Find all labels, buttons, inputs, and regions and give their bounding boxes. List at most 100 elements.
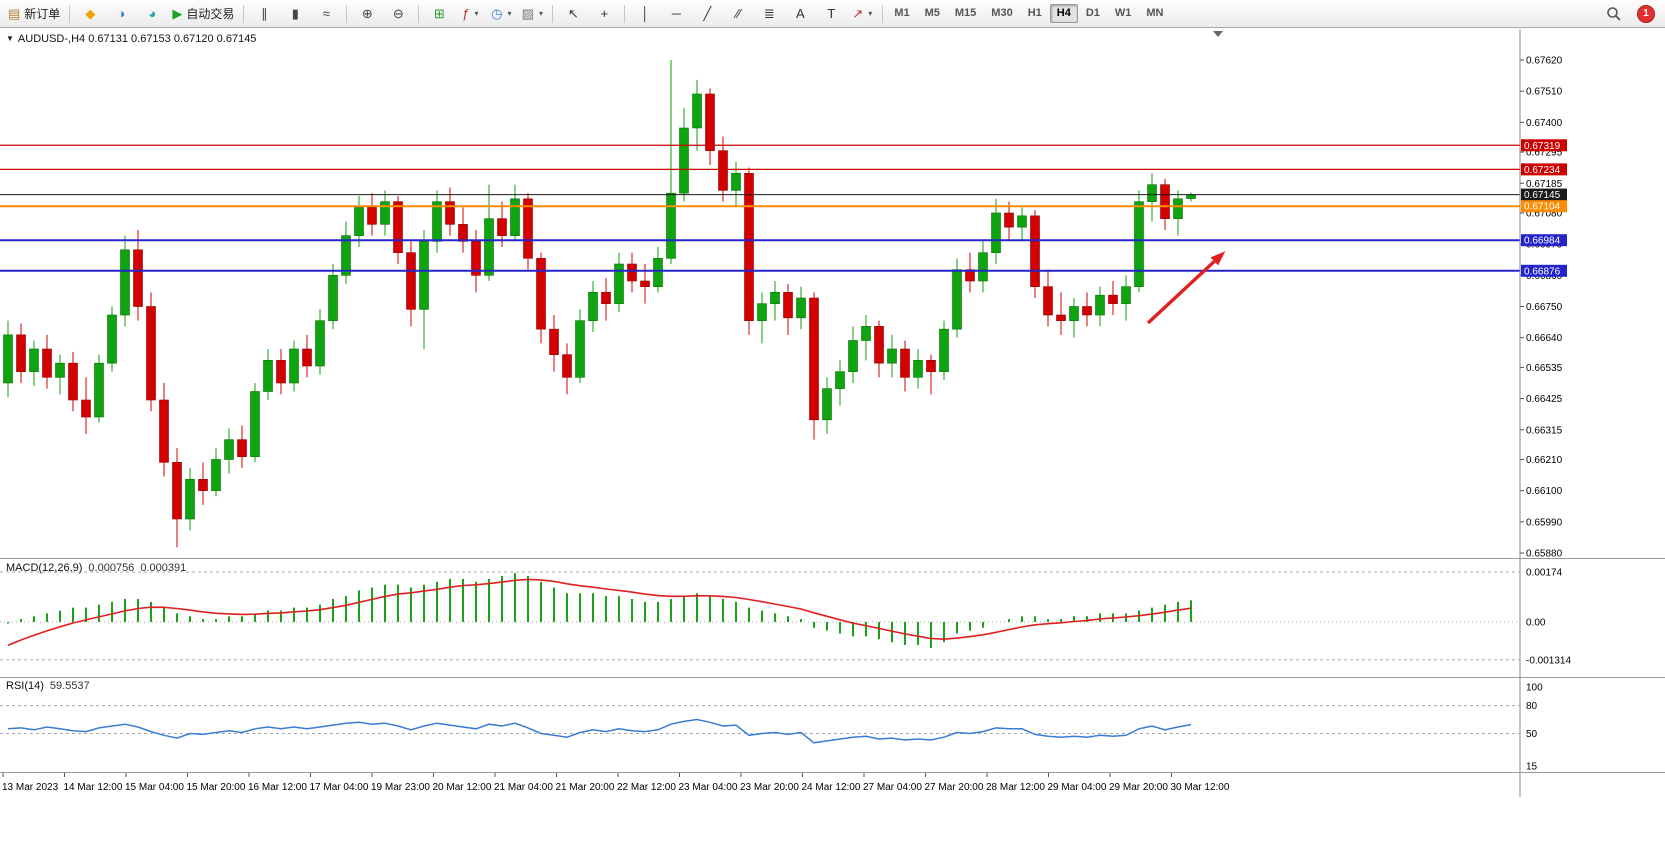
- zoom-out-icon: ⊖: [392, 6, 404, 21]
- vertical-line-icon: │: [641, 6, 650, 21]
- time-axis-label: 19 Mar 23:00: [371, 782, 430, 793]
- bar-chart-button[interactable]: ∥: [249, 2, 279, 26]
- timeframe-button-group: M1 M5 M15 M30 H1 H4 D1 W1 MN: [887, 4, 1170, 23]
- autotrade-button[interactable]: ▶ 自动交易: [168, 2, 238, 26]
- timeframe-mn-button[interactable]: MN: [1146, 7, 1164, 19]
- time-axis-label: 29 Mar 04:00: [1048, 782, 1107, 793]
- caret-down-icon: ▾: [507, 9, 512, 18]
- timeframe-m1-button[interactable]: M1: [894, 7, 910, 19]
- caret-down-icon: ▾: [868, 9, 873, 18]
- zoom-out-button[interactable]: ⊖: [383, 2, 413, 26]
- new-chart-icon: ◑: [117, 6, 126, 21]
- rsi-value: 59.5537: [49, 680, 90, 692]
- chart-title: ▼ AUDUSD-,H4 0.67131 0.67153 0.67120 0.67…: [6, 33, 256, 45]
- rsi-name: RSI(14): [6, 680, 44, 692]
- price-axis-label: 0.65880: [1526, 549, 1563, 560]
- time-axis-label: 27 Mar 04:00: [863, 782, 922, 793]
- indicators-button[interactable]: ƒ ▾: [455, 2, 485, 26]
- collapse-triangle-icon[interactable]: ▼: [6, 34, 14, 43]
- search-button[interactable]: [1599, 2, 1629, 26]
- price-axis-label: 0.67295: [1526, 148, 1563, 159]
- rsi-axis-label: 50: [1526, 729, 1538, 740]
- line-chart-button[interactable]: ≈: [311, 2, 341, 26]
- tile-windows-button[interactable]: ⊞: [424, 2, 454, 26]
- price-axis-label: 0.66425: [1526, 394, 1563, 405]
- candlestick-chart-button[interactable]: ▮: [280, 2, 310, 26]
- bid-price-line-tag: [1521, 188, 1567, 201]
- price-axis[interactable]: 0.67620 0.67510 0.67400 0.67295 0.67185 0.670…: [1519, 29, 1567, 797]
- price-axis-label: 0.67510: [1526, 87, 1563, 98]
- profiles-button[interactable]: ◕: [137, 2, 167, 26]
- timeframe-w1-button[interactable]: W1: [1114, 7, 1132, 19]
- time-axis-label: 30 Mar 12:00: [1171, 782, 1230, 793]
- rsi-line: [7, 718, 1192, 744]
- macd-axis-label: 0.00: [1526, 618, 1546, 629]
- main-chart-panel[interactable]: [0, 31, 1520, 548]
- timeframe-h4-button[interactable]: H4: [1049, 4, 1078, 23]
- resistance-line-2-tag: [1521, 163, 1567, 176]
- new-order-icon: ▤: [8, 6, 21, 21]
- fibonacci-icon: ≣: [763, 6, 775, 21]
- toolbar-separator: [882, 4, 884, 23]
- text-button[interactable]: A: [785, 2, 815, 26]
- time-axis-label: 15 Mar 04:00: [125, 782, 184, 793]
- macd-signal-value: 0.000391: [140, 562, 187, 574]
- symbols-button[interactable]: ◆: [75, 2, 105, 26]
- macd-label: MACD(12,26,9) 0.000756 0.000391: [6, 562, 186, 574]
- price-axis-label: 0.66210: [1526, 455, 1563, 466]
- vertical-line-button[interactable]: │: [630, 2, 660, 26]
- arrows-button[interactable]: ↗ ▾: [847, 2, 877, 26]
- cursor-button[interactable]: ↖: [558, 2, 588, 26]
- label-icon: T: [827, 6, 836, 21]
- divider-rsi-timescale[interactable]: [0, 772, 1665, 773]
- time-axis-label: 20 Mar 12:00: [433, 782, 492, 793]
- pivot-line-tag: [1521, 200, 1567, 213]
- horizontal-line-button[interactable]: ─: [661, 2, 691, 26]
- text-icon: A: [795, 6, 805, 21]
- zoom-in-button[interactable]: ⊕: [352, 2, 382, 26]
- macd-panel[interactable]: 0.00174 0.00 -0.001314: [0, 567, 1571, 666]
- macd-main-value: 0.000756: [88, 562, 135, 574]
- toolbar-separator: [346, 4, 348, 23]
- toolbar-separator: [624, 4, 626, 23]
- divider-chart-macd[interactable]: [0, 558, 1665, 559]
- bar-chart-icon: ∥: [261, 6, 268, 21]
- label-button[interactable]: T: [816, 2, 846, 26]
- timeframe-d1-button[interactable]: D1: [1085, 7, 1100, 19]
- periods-button[interactable]: ◷ ▾: [486, 2, 516, 26]
- pivot-line-tag-label: 0.67104: [1524, 202, 1561, 213]
- cursor-icon: ↖: [567, 6, 579, 21]
- timeframe-m30-button[interactable]: M30: [991, 7, 1013, 19]
- timeframe-m5-button[interactable]: M5: [924, 7, 940, 19]
- new-order-button[interactable]: ▤ 新订单: [4, 2, 64, 26]
- time-axis-label: 13 Mar 2023: [2, 782, 59, 793]
- rsi-label: RSI(14) 59.5537: [6, 680, 90, 692]
- search-icon: [1607, 6, 1621, 21]
- periods-icon: ◷: [491, 6, 503, 21]
- notification-badge[interactable]: 1: [1637, 4, 1655, 23]
- timeframe-h1-button[interactable]: H1: [1027, 7, 1042, 19]
- time-axis-label: 23 Mar 04:00: [679, 782, 738, 793]
- crosshair-button[interactable]: +: [589, 2, 619, 26]
- trend-arrow[interactable]: [1146, 251, 1226, 325]
- trendline-button[interactable]: ╱: [692, 2, 722, 26]
- timeframe-m15-button[interactable]: M15: [954, 7, 977, 19]
- indicators-icon: ƒ: [462, 6, 470, 21]
- macd-name: MACD(12,26,9): [6, 562, 83, 574]
- fibonacci-button[interactable]: ≣: [754, 2, 784, 26]
- divider-macd-rsi[interactable]: [0, 677, 1665, 678]
- channel-button[interactable]: ∕∕: [723, 2, 753, 26]
- templates-button[interactable]: ▨ ▾: [517, 2, 547, 26]
- macd-axis-label: -0.001314: [1526, 655, 1571, 666]
- macd-signal-line: [7, 578, 1192, 647]
- price-axis-label: 0.66750: [1526, 302, 1563, 313]
- resistance-line-2-tag-label: 0.67234: [1524, 165, 1561, 176]
- bid-price-line-tag-label: 0.67145: [1524, 190, 1561, 201]
- new-chart-button[interactable]: ◑: [106, 2, 136, 26]
- rsi-panel[interactable]: 100 80 50 15: [0, 683, 1543, 773]
- ohlc-readout: AUDUSD-,H4 0.67131 0.67153 0.67120 0.671…: [17, 33, 257, 45]
- toolbar-separator: [243, 4, 245, 23]
- time-axis[interactable]: 13 Mar 2023 14 Mar 12:00 15 Mar 04:00 15 Ma…: [2, 773, 1230, 793]
- price-shift-marker[interactable]: [1213, 31, 1223, 37]
